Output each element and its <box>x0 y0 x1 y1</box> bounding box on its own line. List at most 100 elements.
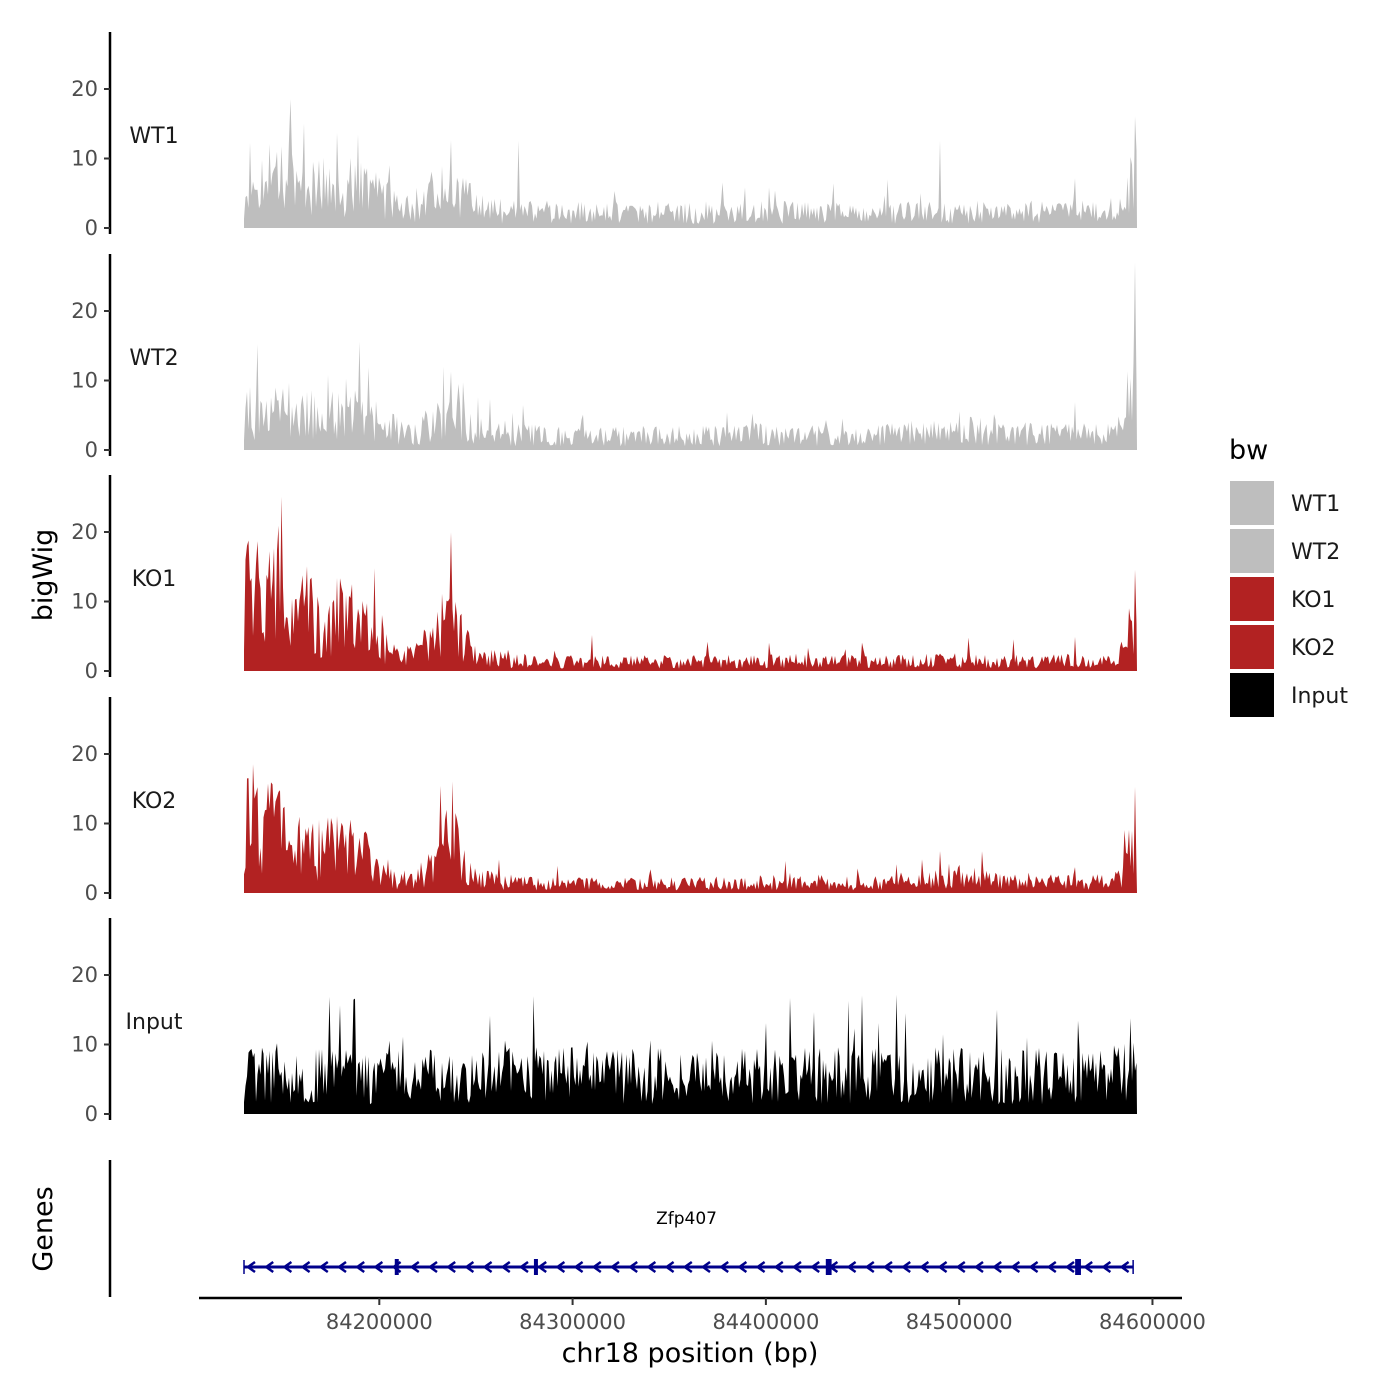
y-tick-label: 20 <box>71 299 98 323</box>
strand-arrow <box>282 1260 293 1274</box>
legend-label: KO2 <box>1291 636 1336 661</box>
strand-arrow <box>664 1260 675 1274</box>
signal-area-ko1 <box>244 496 1137 671</box>
strand-arrow <box>318 1260 329 1274</box>
strand-arrow <box>355 1260 365 1274</box>
y-tick-label: 20 <box>71 77 98 101</box>
y-tick-label: 10 <box>71 1033 98 1057</box>
legend-swatch-ko2 <box>1230 625 1274 669</box>
strand-arrow <box>336 1260 347 1274</box>
strand-arrow <box>518 1260 529 1274</box>
legend-swatch-wt1 <box>1230 481 1274 525</box>
strand-arrow <box>1028 1260 1039 1274</box>
y-tick-label: 20 <box>71 963 98 987</box>
strand-arrow <box>573 1260 584 1274</box>
gene-exon <box>394 1259 399 1275</box>
strand-arrow <box>682 1260 693 1274</box>
strand-arrow <box>955 1260 966 1274</box>
legend-swatch-wt2 <box>1230 529 1274 573</box>
x-tick-label: 84500000 <box>906 1310 1013 1334</box>
strand-arrow <box>846 1260 857 1274</box>
track-wt2: 0 10 20 WT2 <box>71 254 1137 462</box>
legend-label: WT2 <box>1291 540 1340 565</box>
strand-arrow <box>992 1260 1002 1274</box>
track-wt1: 0 10 20 WT1 <box>71 32 1137 240</box>
y-tick-label: 10 <box>71 147 98 171</box>
track-label: WT2 <box>129 346 178 371</box>
track-label: KO1 <box>132 567 177 592</box>
strand-arrow <box>882 1260 893 1274</box>
strand-arrow <box>1046 1260 1057 1274</box>
strand-arrow <box>1119 1260 1130 1274</box>
strand-arrow <box>937 1260 948 1274</box>
strand-arrow <box>464 1260 475 1274</box>
y-axis-title: bigWig <box>28 529 59 622</box>
y-tick-label: 0 <box>85 659 98 683</box>
gene-exon <box>1075 1259 1081 1275</box>
strand-arrow <box>591 1260 602 1274</box>
x-axis-title: chr18 position (bp) <box>562 1338 819 1369</box>
legend-label: Input <box>1291 684 1348 709</box>
signal-area-input <box>244 994 1137 1114</box>
strand-arrow <box>810 1260 820 1274</box>
y-tick-label: 10 <box>71 369 98 393</box>
legend: bw WT1 WT2 KO1 KO2 Input <box>1229 435 1348 717</box>
y-tick-label: 0 <box>85 1102 98 1126</box>
strand-arrow <box>482 1260 493 1274</box>
strand-arrow <box>555 1260 566 1274</box>
y-tick-label: 20 <box>71 520 98 544</box>
y-tick-label: 20 <box>71 742 98 766</box>
signal-area-wt2 <box>244 262 1137 450</box>
strand-arrow <box>446 1260 456 1274</box>
strand-arrow <box>919 1260 930 1274</box>
strand-arrow <box>791 1260 802 1274</box>
legend-label: WT1 <box>1291 492 1340 517</box>
legend-label: KO1 <box>1291 588 1336 613</box>
x-tick-label: 84300000 <box>519 1310 626 1334</box>
strand-arrow <box>864 1260 875 1274</box>
track-ko1: 0 10 20 KO1 <box>71 475 1137 683</box>
strand-arrow <box>737 1260 748 1274</box>
strand-arrow <box>537 1260 547 1274</box>
y-tick-label: 0 <box>85 881 98 905</box>
track-ko2: 0 10 20 KO2 <box>71 697 1137 905</box>
strand-arrow <box>300 1260 311 1274</box>
legend-swatch-input <box>1230 673 1274 717</box>
strand-arrow <box>1010 1260 1021 1274</box>
strand-arrow <box>1083 1260 1093 1274</box>
track-label: Input <box>126 1010 183 1035</box>
strand-arrow <box>773 1260 784 1274</box>
strand-arrow <box>646 1260 657 1274</box>
x-tick-label: 84400000 <box>712 1310 819 1334</box>
track-input: 0 10 20 Input <box>71 918 1137 1126</box>
signal-area-wt1 <box>244 99 1137 229</box>
strand-arrow <box>700 1260 711 1274</box>
legend-swatch-ko1 <box>1230 577 1274 621</box>
strand-arrow <box>373 1260 384 1274</box>
genes-track-title: Genes <box>28 1186 59 1271</box>
x-tick-label: 84600000 <box>1099 1310 1206 1334</box>
strand-arrow <box>628 1260 638 1274</box>
track-label: WT1 <box>129 124 178 149</box>
x-tick-label: 84200000 <box>326 1310 433 1334</box>
gene-exon <box>533 1259 538 1275</box>
strand-arrow <box>901 1260 911 1274</box>
y-tick-label: 10 <box>71 812 98 836</box>
gene-exon <box>825 1259 832 1275</box>
strand-arrow <box>264 1260 274 1274</box>
y-tick-label: 10 <box>71 590 98 614</box>
strand-arrow <box>755 1260 766 1274</box>
strand-arrow <box>409 1260 420 1274</box>
strand-arrow <box>609 1260 620 1274</box>
strand-arrow <box>1064 1260 1075 1274</box>
y-tick-label: 0 <box>85 438 98 462</box>
track-label: KO2 <box>132 789 177 814</box>
signal-area-ko2 <box>244 764 1137 893</box>
x-axis: 84200000 84300000 84400000 84500000 84600000… <box>199 1296 1206 1369</box>
strand-arrow <box>500 1260 511 1274</box>
genes-track: Genes Zfp407 <box>28 1160 1134 1297</box>
strand-arrow <box>719 1260 729 1274</box>
strand-arrow <box>973 1260 984 1274</box>
strand-arrow <box>427 1260 438 1274</box>
strand-arrow <box>1101 1260 1112 1274</box>
